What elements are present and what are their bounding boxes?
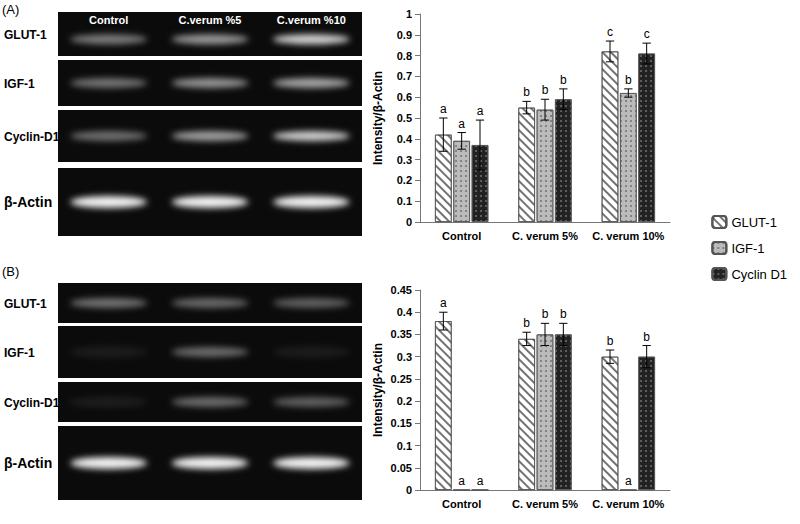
svg-text:C. verum 10%: C. verum 10% [592,230,664,242]
svg-text:0.3: 0.3 [397,154,412,166]
svg-text:b: b [542,83,549,97]
svg-text:a: a [477,104,484,118]
svg-text:0.35: 0.35 [391,328,412,340]
svg-text:C. verum 5%: C. verum 5% [512,230,578,242]
svg-text:c: c [607,25,613,39]
svg-text:a: a [440,102,447,116]
svg-text:(B): (B) [2,264,19,279]
svg-text:IGF-1: IGF-1 [4,346,35,360]
svg-text:0.05: 0.05 [391,462,412,474]
svg-text:a: a [458,117,465,131]
svg-text:b: b [523,85,530,99]
svg-text:0.2: 0.2 [397,395,412,407]
svg-text:a: a [458,474,465,488]
svg-text:β-Actin: β-Actin [4,194,52,210]
svg-text:b: b [523,316,530,330]
svg-text:b: b [542,307,549,321]
svg-text:0.7: 0.7 [397,70,412,82]
svg-text:0.9: 0.9 [397,29,412,41]
svg-text:Intensity/β-Actin: Intensity/β-Actin [371,71,385,165]
svg-text:Cyclin D1: Cyclin D1 [731,267,787,282]
svg-text:0.3: 0.3 [397,351,412,363]
svg-text:0: 0 [406,216,412,228]
svg-text:C.verum %5: C.verum %5 [179,14,242,26]
svg-text:c: c [644,27,650,41]
svg-text:Control: Control [89,14,128,26]
svg-text:Cyclin-D1: Cyclin-D1 [4,396,60,410]
svg-text:0.1: 0.1 [397,440,412,452]
svg-text:Cyclin-D1: Cyclin-D1 [4,130,60,144]
svg-text:1: 1 [406,8,412,20]
svg-text:0.25: 0.25 [391,373,412,385]
svg-text:GLUT-1: GLUT-1 [731,215,777,230]
svg-text:0.5: 0.5 [397,112,412,124]
svg-text:GLUT-1: GLUT-1 [4,297,47,311]
svg-text:0.15: 0.15 [391,417,412,429]
svg-text:IGF-1: IGF-1 [4,77,35,91]
svg-text:0.1: 0.1 [397,195,412,207]
svg-text:b: b [560,307,567,321]
svg-text:0.2: 0.2 [397,174,412,186]
svg-text:0.8: 0.8 [397,50,412,62]
svg-text:a: a [440,296,447,310]
svg-text:0: 0 [406,484,412,496]
svg-text:Intensity/β-Actin: Intensity/β-Actin [371,343,385,437]
svg-text:IGF-1: IGF-1 [731,241,764,256]
svg-text:b: b [625,73,632,87]
svg-text:a: a [477,474,484,488]
svg-text:β-Actin: β-Actin [4,455,52,471]
svg-text:0.6: 0.6 [397,91,412,103]
svg-text:0.45: 0.45 [391,284,412,296]
svg-text:C. verum 10%: C. verum 10% [592,498,664,510]
svg-text:b: b [560,73,567,87]
svg-text:Control: Control [442,230,481,242]
svg-text:0.4: 0.4 [397,306,413,318]
svg-text:GLUT-1: GLUT-1 [4,28,47,42]
svg-text:0.4: 0.4 [397,133,413,145]
svg-text:Control: Control [442,498,481,510]
svg-text:b: b [607,334,614,348]
svg-text:b: b [643,330,650,344]
svg-text:C. verum 5%: C. verum 5% [512,498,578,510]
svg-text:C.verum %10: C.verum %10 [277,14,346,26]
svg-text:(A): (A) [2,2,19,17]
svg-text:a: a [625,474,632,488]
